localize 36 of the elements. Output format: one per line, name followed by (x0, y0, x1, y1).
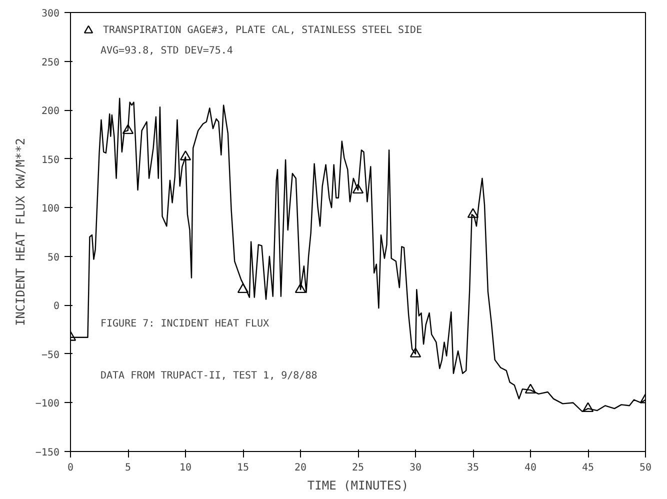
x-tick-label: 0 (67, 462, 74, 474)
y-tick-label: 100 (41, 204, 60, 215)
x-tick-label: 40 (524, 462, 537, 474)
x-tick-label: 10 (179, 462, 192, 474)
annotation: AVG=93.8, STD DEV=75.4 (100, 46, 233, 56)
x-tick-label: 50 (639, 462, 652, 474)
y-tick-label: 300 (41, 8, 60, 20)
x-tick-label: 30 (409, 462, 422, 474)
point (122, 124, 134, 134)
point (467, 208, 479, 218)
point (524, 384, 536, 394)
y-tick-label: −150 (35, 448, 60, 458)
point (582, 402, 594, 412)
x-tick-label: 25 (352, 462, 364, 474)
y-tick-label: 50 (47, 252, 60, 264)
y-tick-label: 0 (53, 301, 60, 312)
y-tick-label: −100 (35, 398, 60, 410)
x-tick-label: 45 (582, 462, 594, 474)
y-tick-label: 200 (41, 106, 60, 118)
x-tick-label: 15 (236, 462, 250, 474)
y-axis-title: INCIDENT HEAT FLUX KW/M**2 (13, 138, 28, 326)
point (294, 283, 306, 294)
y-tick-label: −50 (41, 350, 60, 361)
y-tick-label: 150 (41, 154, 60, 166)
point (237, 283, 249, 294)
x-axis-title: TIME (MINUTES) (307, 478, 409, 492)
point (410, 348, 422, 358)
x-tick-label: 20 (294, 462, 307, 474)
point (180, 150, 192, 160)
x-tick-label: 35 (466, 462, 480, 474)
annotation: DATA FROM TRUPACT-II, TEST 1, 9/8/88 (100, 370, 318, 382)
point (352, 184, 364, 194)
x-tick-label: 5 (124, 462, 132, 474)
y-tick-label: 250 (41, 57, 60, 68)
annotation: FIGURE 7: INCIDENT HEAT FLUX (100, 318, 270, 330)
legend-label: TRANSPIRATION GAGE#3, PLATE CAL, STAINLESS STEEL SIDE (103, 24, 422, 36)
